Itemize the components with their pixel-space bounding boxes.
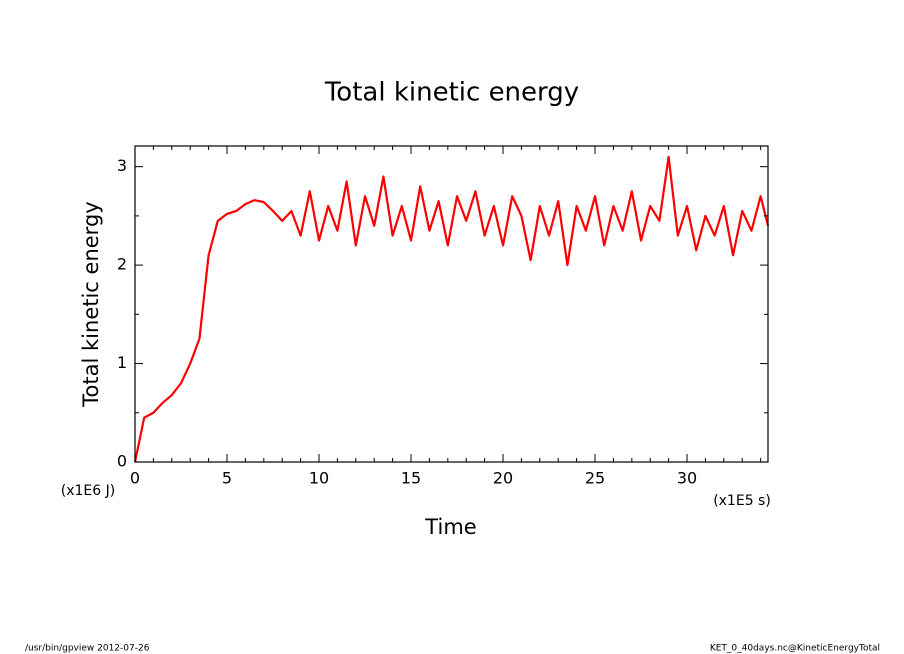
x-tick-label: 25 (585, 469, 605, 488)
x-tick-label: 15 (401, 469, 421, 488)
x-tick-label: 10 (309, 469, 329, 488)
y-tick-label: 3 (117, 156, 127, 175)
x-tick-label: 0 (130, 469, 140, 488)
footer-left: /usr/bin/gpview 2012-07-26 (25, 644, 150, 654)
chart-title: Total kinetic energy (324, 78, 579, 108)
plot-frame (134, 145, 769, 463)
data-line (133, 155, 770, 463)
x-unit-label: (x1E5 s) (713, 493, 771, 509)
y-axis-label: Total kinetic energy (79, 201, 103, 407)
x-tick-label: 20 (493, 469, 513, 488)
x-axis-label: Time (424, 515, 476, 539)
y-unit-label: (x1E6 J) (61, 483, 115, 499)
y-tick-label: 0 (117, 452, 127, 471)
y-tick-label: 1 (117, 353, 127, 372)
x-tick-label: 30 (677, 469, 697, 488)
x-tick-label: 5 (222, 469, 232, 488)
footer-right: KET_0_40days.nc@KineticEnergyTotal (710, 644, 880, 654)
y-tick-label: 2 (117, 255, 127, 274)
